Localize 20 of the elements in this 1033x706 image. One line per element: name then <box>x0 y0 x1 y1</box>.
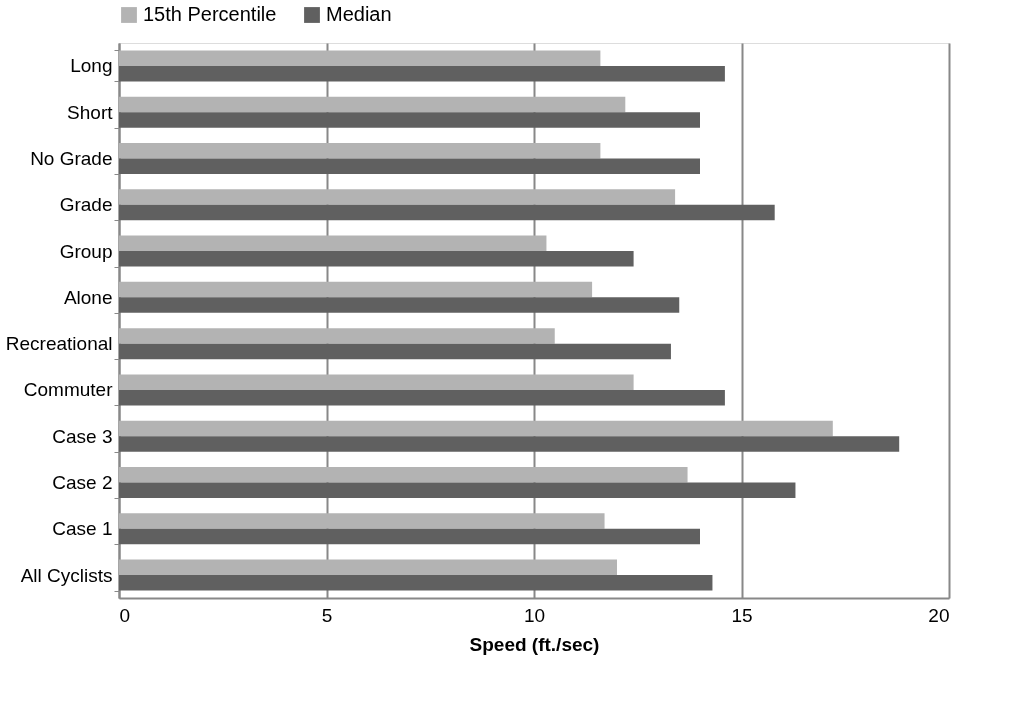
y-tick-label: All Cyclists <box>20 564 113 586</box>
y-tick-label: Commuter <box>23 379 114 401</box>
y-tick-label: Alone <box>63 286 113 308</box>
x-tick-label: 5 <box>321 604 333 626</box>
x-axis-title: Speed (ft./sec) <box>469 633 600 655</box>
y-tick-label: Group <box>59 240 113 262</box>
x-tick-label: 15 <box>731 604 753 626</box>
y-tick-label: Grade <box>59 194 113 216</box>
y-tick-label: Long <box>70 55 113 77</box>
legend-label: 15th Percentile <box>143 3 277 25</box>
x-tick-label: 20 <box>928 604 950 626</box>
y-tick-label: Case 3 <box>52 425 113 447</box>
y-tick-label: Case 2 <box>52 472 113 494</box>
y-tick-label: Recreational <box>5 333 113 355</box>
y-tick-label: Case 1 <box>52 518 113 540</box>
y-tick-label: No Grade <box>30 147 113 169</box>
x-tick-label: 0 <box>119 604 131 626</box>
y-tick-label: Short <box>67 101 114 123</box>
x-tick-label: 10 <box>523 604 546 626</box>
legend-label: Median <box>326 3 392 25</box>
